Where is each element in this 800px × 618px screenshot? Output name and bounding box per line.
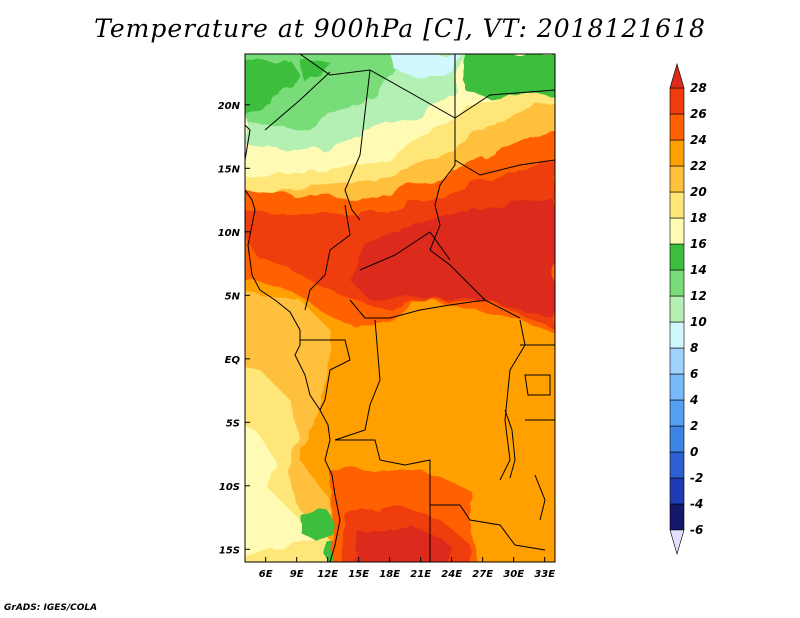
lat-tick-label: 5N [225,291,241,302]
colorbar-segment [670,348,684,374]
lat-tick-label: 15N [218,164,241,175]
lat-tick-label: 20N [218,101,241,112]
lon-tick-label: 18E [379,569,400,580]
colorbar-segment [670,400,684,426]
colorbar-below-arrow [670,530,684,554]
colorbar-segment [670,218,684,244]
colorbar-above-arrow [670,64,684,88]
lon-tick-label: 33E [534,569,555,580]
colorbar-segment [670,88,684,114]
lon-tick-label: 15E [348,569,369,580]
colorbar-level-label: -2 [690,471,703,485]
colorbar-level-label: 16 [690,237,707,251]
colorbar-segment [670,296,684,322]
colorbar-segment [670,140,684,166]
temperature-field [230,40,570,580]
lat-tick-label: 15S [219,545,240,556]
colorbar-level-label: 18 [690,211,707,225]
colorbar-segment [670,192,684,218]
colorbar-segment [670,478,684,504]
colorbar-level-label: -6 [690,523,703,537]
colorbar-segment [670,504,684,530]
lon-tick-label: 21E [410,569,431,580]
grads-credit: GrADS: IGES/COLA [4,603,97,613]
colorbar-level-label: 12 [690,289,707,303]
colorbar-level-label: 10 [690,315,707,329]
colorbar-segment [670,322,684,348]
lon-tick-label: 12E [317,569,338,580]
lat-tick-label: EQ [225,355,241,366]
colorbar-level-label: 14 [690,263,707,277]
colorbar-segment [670,374,684,400]
lon-tick-label: 27E [472,569,493,580]
lon-tick-label: 24E [441,569,462,580]
lon-tick-label: 30E [503,569,524,580]
colorbar-level-label: 2 [690,419,698,433]
colorbar-level-label: 28 [690,81,707,95]
colorbar-level-label: 0 [690,445,698,459]
lat-tick-label: 10N [218,228,241,239]
colorbar-level-label: 20 [690,185,707,199]
colorbar-level-label: 24 [690,133,707,147]
lon-tick-label: 9E [290,569,304,580]
colorbar-segment [670,426,684,452]
lat-tick-label: 5S [226,418,240,429]
colorbar-level-label: 22 [690,159,707,173]
lat-tick-label: 10S [219,482,240,493]
colorbar-level-label: 26 [690,107,707,121]
colorbar-segment [670,270,684,296]
colorbar-segment [670,114,684,140]
colorbar-segment [670,244,684,270]
lon-tick-label: 6E [259,569,273,580]
colorbar-level-label: 6 [690,367,698,381]
colorbar-segment [670,452,684,478]
colorbar-level-label: 8 [690,341,698,355]
colorbar-segment [670,166,684,192]
colorbar-level-label: -4 [690,497,703,511]
colorbar-level-label: 4 [689,393,698,407]
